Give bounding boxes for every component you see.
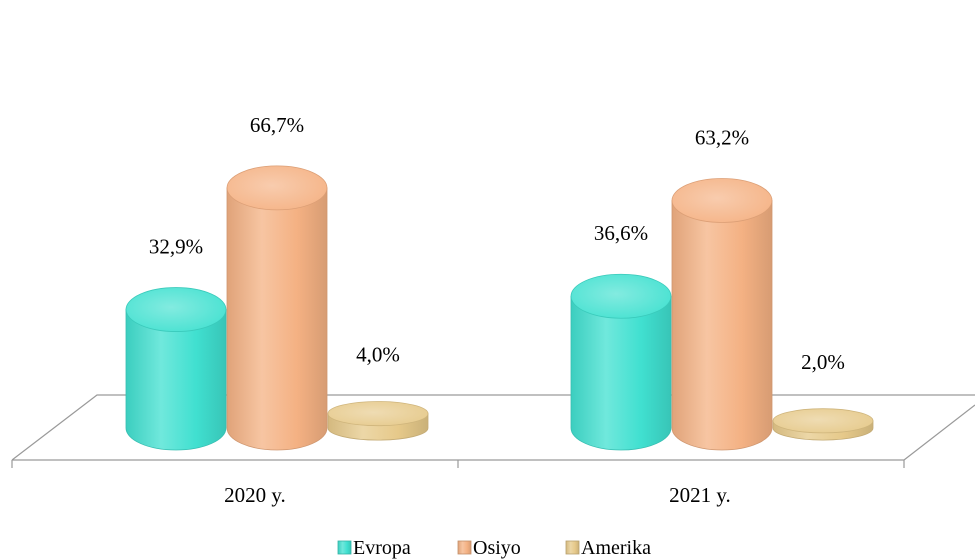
legend-label: Osiyo (473, 537, 521, 559)
data-label: 32,9% (149, 235, 203, 259)
x-tick-label: 2020 y. (224, 483, 286, 507)
bar-evropa-1 (125, 287, 227, 451)
bar-evropa-2 (570, 273, 672, 451)
data-label: 4,0% (356, 343, 400, 367)
bars-group (125, 165, 874, 451)
legend-swatch (457, 540, 472, 555)
data-label: 66,7% (250, 113, 304, 137)
legend-label: Amerika (581, 537, 651, 559)
legend-item-osiyo: Osiyo (457, 537, 521, 559)
bar-osiyo-2 (671, 178, 773, 451)
data-label: 2,0% (801, 350, 845, 374)
data-label: 63,2% (695, 125, 749, 149)
data-labels-group: 32,9% 66,7% 4,0% 36,6% 63,2% 2,0% (149, 113, 845, 374)
legend: Evropa Osiyo Amerika (337, 537, 651, 559)
bar-osiyo-1 (226, 165, 328, 451)
bar-amerika-2 (772, 408, 874, 441)
x-axis: 2020 y. 2021 y. (11, 460, 905, 507)
bar-amerika-1 (327, 401, 429, 441)
legend-item-amerika: Amerika (565, 537, 651, 559)
data-label: 36,6% (594, 221, 648, 245)
x-tick-label: 2021 y. (669, 483, 731, 507)
legend-item-evropa: Evropa (337, 537, 411, 559)
legend-swatch (565, 540, 580, 555)
legend-label: Evropa (353, 537, 411, 559)
legend-swatch (337, 540, 352, 555)
